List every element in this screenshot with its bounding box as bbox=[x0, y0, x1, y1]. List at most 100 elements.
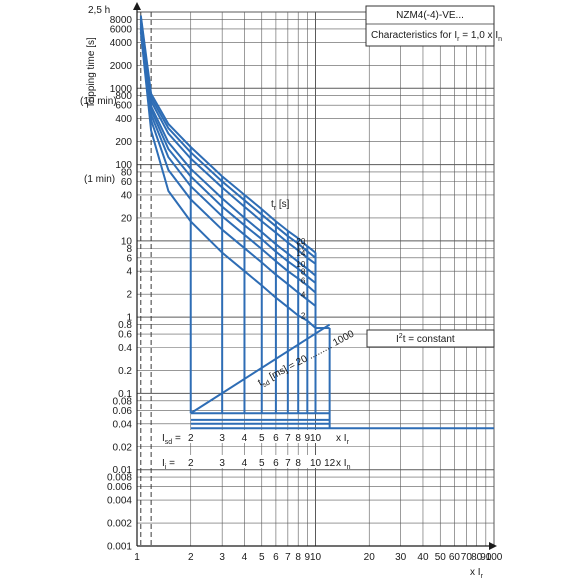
x-tick-label: 100 bbox=[486, 552, 503, 563]
ii-value-label: 12 bbox=[324, 458, 336, 469]
isd-row-background bbox=[160, 430, 360, 443]
y-tick-label: 0.008 bbox=[107, 473, 132, 484]
y-tick-label: 4000 bbox=[110, 38, 133, 49]
y-tick-label: 800 bbox=[115, 91, 132, 102]
y-tick-label: 0.02 bbox=[113, 442, 133, 453]
y-tick-label: 4 bbox=[126, 267, 132, 278]
x-tick-label: 80 bbox=[471, 552, 483, 563]
y-tick-label: 0.4 bbox=[118, 343, 132, 354]
chart-title: NZM4(-4)-VE... bbox=[396, 10, 464, 21]
tr-value-label: 10 bbox=[296, 260, 305, 269]
y-axis-label: Tripping time [s] bbox=[86, 37, 97, 108]
tr-curve-20 bbox=[139, 15, 317, 254]
y-tick-label: 8 bbox=[126, 244, 132, 255]
tr-value-label: 2 bbox=[301, 312, 306, 321]
y-tick-label: 0.06 bbox=[113, 406, 133, 417]
isd-value-label: 2 bbox=[188, 433, 194, 444]
x-axis-arrow bbox=[489, 542, 497, 550]
y-tick-label: 0.001 bbox=[107, 542, 132, 553]
ii-row-background bbox=[160, 455, 360, 468]
isd-unit: x Ir bbox=[336, 433, 350, 446]
tr-value-label: 4 bbox=[301, 291, 306, 300]
tr-value-label: 8 bbox=[301, 268, 306, 277]
tr-curve-2 bbox=[139, 31, 317, 329]
x-tick-label: 6 bbox=[273, 552, 279, 563]
y-tick-label: 0.2 bbox=[118, 366, 132, 377]
x-axis-label: x Ir bbox=[470, 567, 484, 580]
y-tick-label: 6 bbox=[126, 253, 132, 264]
y-tick-label: 600 bbox=[115, 101, 132, 112]
x-tick-label: 2 bbox=[188, 552, 194, 563]
x-tick-label: 20 bbox=[364, 552, 376, 563]
isd-value-label: 10 bbox=[310, 433, 322, 444]
x-tick-label: 4 bbox=[242, 552, 248, 563]
x-tick-label: 70 bbox=[461, 552, 473, 563]
y-tick-label: 60 bbox=[121, 177, 133, 188]
y-tick-label: 10 bbox=[121, 236, 133, 247]
y-tick-label: 0.002 bbox=[107, 519, 132, 530]
ii-value-label: 6 bbox=[273, 458, 279, 469]
y-tick-label: 0.04 bbox=[113, 419, 133, 430]
ii-value-label: 5 bbox=[259, 458, 265, 469]
x-tick-label: 1 bbox=[134, 552, 140, 563]
x-tick-label: 9 bbox=[305, 552, 311, 563]
isd-value-label: 3 bbox=[219, 433, 225, 444]
grid bbox=[137, 11, 495, 547]
ii-value-label: 2 bbox=[188, 458, 194, 469]
i2t-box bbox=[366, 329, 495, 348]
title-box bbox=[365, 5, 495, 47]
y-tick-label: 0.8 bbox=[118, 320, 132, 331]
x-tick-label: 30 bbox=[395, 552, 407, 563]
y-1min-label: (1 min) bbox=[84, 174, 115, 185]
y-tick-label: 0.6 bbox=[118, 330, 132, 341]
isd-label: Isd = bbox=[162, 433, 181, 446]
tr-value-label: 17 bbox=[296, 242, 305, 251]
isd-value-label: 8 bbox=[295, 433, 301, 444]
tr-curve-17 bbox=[139, 17, 317, 259]
tr-curve-14 bbox=[139, 19, 317, 265]
x-tick-label: 50 bbox=[435, 552, 447, 563]
ii-value-label: 4 bbox=[242, 458, 248, 469]
y-tick-label: 200 bbox=[115, 137, 132, 148]
ii-value-label: 10 bbox=[310, 458, 322, 469]
i2t-label: I2t = constant bbox=[396, 333, 455, 345]
ii-value-labels: 2 3 4 5 6 7 8 10 12 bbox=[188, 458, 336, 469]
curves bbox=[139, 15, 494, 430]
y-tick-label: 2000 bbox=[110, 61, 133, 72]
tr-curve-4 bbox=[139, 28, 317, 307]
i2t-diagonal bbox=[190, 323, 331, 415]
y-tick-label: 6000 bbox=[110, 24, 133, 35]
tr-curve-10 bbox=[139, 21, 317, 277]
isd-value-labels: 2 3 4 5 6 7 8 9 10 bbox=[188, 433, 322, 444]
ii-value-label: 7 bbox=[285, 458, 291, 469]
x-tick-label: 40 bbox=[417, 552, 429, 563]
y-axis-arrow bbox=[133, 2, 141, 10]
chart-subtitle: Characteristics for Ir = 1,0 x In bbox=[371, 30, 502, 43]
y-tick-label: 0.006 bbox=[107, 482, 132, 493]
x-tick-label: 3 bbox=[219, 552, 225, 563]
tr-curve-6 bbox=[139, 26, 317, 294]
y-tick-label: 0.004 bbox=[107, 496, 132, 507]
y-10min-label: (10 min) bbox=[80, 96, 117, 107]
y-tick-label: 80 bbox=[121, 167, 133, 178]
x-tick-label: 10 bbox=[310, 552, 322, 563]
isd-value-label: 4 bbox=[242, 433, 248, 444]
y-tick-label: 0.01 bbox=[113, 465, 133, 476]
isd-value-label: 9 bbox=[305, 433, 311, 444]
y-tick-label: 8000 bbox=[110, 15, 133, 26]
isd-value-label: 5 bbox=[259, 433, 265, 444]
y-tick-label: 1 bbox=[126, 313, 132, 324]
x-tick-label: 8 bbox=[295, 552, 301, 563]
y-tick-label: 40 bbox=[121, 190, 133, 201]
tr-value-label: 6 bbox=[301, 276, 306, 285]
tr-curve-8 bbox=[139, 23, 317, 284]
ii-unit: x In bbox=[336, 458, 351, 471]
tr-value-label: 14 bbox=[296, 249, 305, 258]
y-tick-label: 400 bbox=[115, 114, 132, 125]
y-tick-label: 0.1 bbox=[118, 389, 132, 400]
isd-value-label: 7 bbox=[285, 433, 291, 444]
